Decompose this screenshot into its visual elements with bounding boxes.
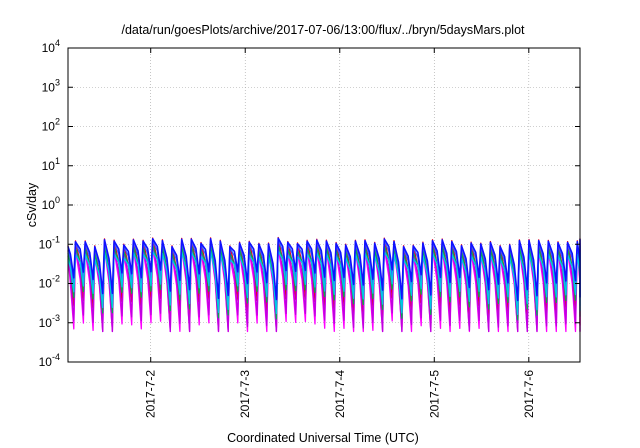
x-tick-label: 2017-7-5 <box>427 370 441 418</box>
y-tick-label: 101 <box>42 156 60 173</box>
y-tick-label: 10-1 <box>39 234 60 251</box>
y-tick-label: 103 <box>42 77 60 94</box>
x-axis-label: Coordinated Universal Time (UTC) <box>227 431 419 445</box>
y-axis-label: cSv/day <box>25 182 39 227</box>
series-line <box>67 250 581 316</box>
chart-title: /data/run/goesPlots/archive/2017-07-06/1… <box>121 23 525 37</box>
y-tick-label: 104 <box>42 38 60 55</box>
x-tick-label: 2017-7-2 <box>144 370 158 418</box>
y-axis: 10-4 10-3 10-2 10-1 100 101 102 103 104 <box>39 38 580 369</box>
series-layer <box>67 236 581 333</box>
x-tick-label: 2017-7-4 <box>333 370 347 418</box>
y-tick-label: 102 <box>42 117 60 134</box>
y-tick-label: 10-2 <box>39 274 60 291</box>
series-line <box>67 237 581 302</box>
y-tick-label: 10-3 <box>39 313 60 330</box>
x-tick-label: 2017-7-6 <box>522 370 536 418</box>
x-tick-label: 2017-7-3 <box>238 370 252 418</box>
y-tick-label: 10-4 <box>39 352 60 369</box>
x-axis: 2017-7-2 2017-7-3 2017-7-4 2017-7-5 2017-7-6 <box>144 48 536 418</box>
y-tick-label: 100 <box>42 195 60 212</box>
